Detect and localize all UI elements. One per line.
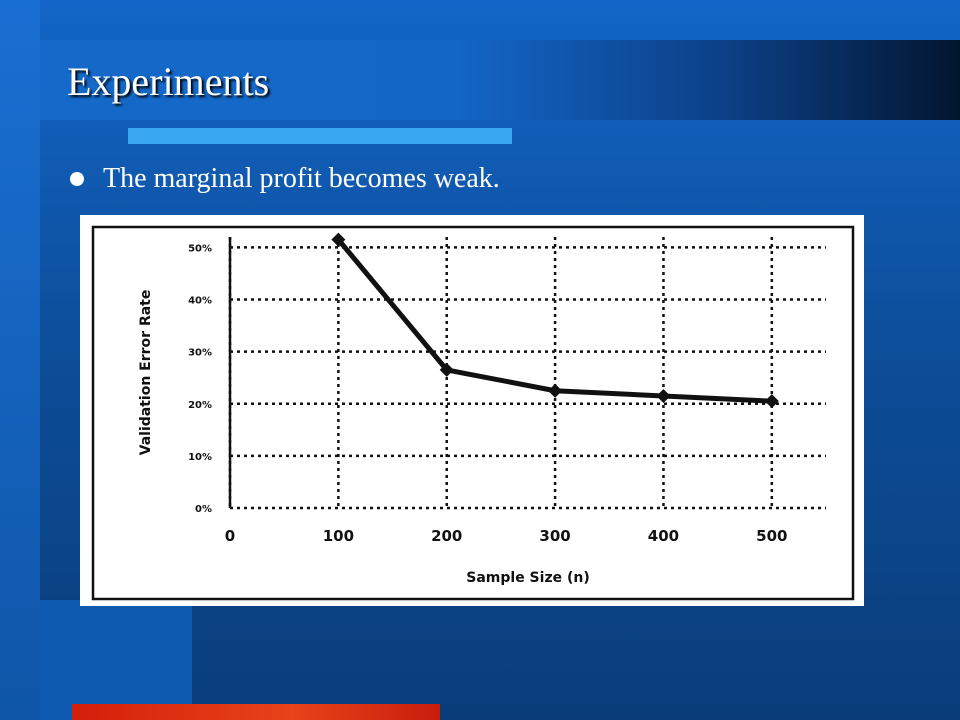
data-point (548, 383, 563, 398)
error-rate-chart: 0% 10% 20% 30% 40% 50% 0 100 200 300 400 500 Sample … (91, 225, 855, 601)
y-tick-label: 50% (188, 243, 212, 254)
bullet-text: The marginal profit becomes weak. (103, 163, 500, 194)
y-axis-label: Validation Error Rate (138, 290, 154, 456)
left-decorative-stripe (0, 0, 40, 720)
x-tick-label: 200 (431, 527, 462, 545)
data-point (764, 394, 779, 409)
lower-decorative-block (40, 600, 192, 720)
title-band (40, 40, 960, 120)
y-tick-label: 30% (188, 348, 212, 359)
data-point (656, 388, 671, 403)
x-tick-label: 400 (648, 527, 679, 545)
y-tick-label: 10% (188, 452, 212, 463)
x-tick-label: 0 (225, 527, 235, 545)
y-tick-label: 20% (188, 400, 212, 411)
y-tick-label: 0% (195, 504, 212, 515)
x-tick-label: 300 (539, 527, 570, 545)
data-point (439, 362, 454, 377)
x-tick-label: 500 (756, 527, 787, 545)
y-tick-label: 40% (188, 296, 212, 307)
chart-panel: 0% 10% 20% 30% 40% 50% 0 100 200 300 400 500 Sample … (80, 215, 864, 606)
slide-title: Experiments (67, 59, 270, 104)
bottom-accent-bar (72, 704, 440, 720)
series-line (336, 238, 772, 404)
bullet-dot-icon (70, 172, 84, 186)
data-point (331, 232, 346, 247)
x-axis-label: Sample Size (n) (466, 570, 589, 586)
title-underline (128, 128, 512, 144)
x-tick-label: 100 (323, 527, 354, 545)
chart-outer-border (91, 225, 855, 601)
